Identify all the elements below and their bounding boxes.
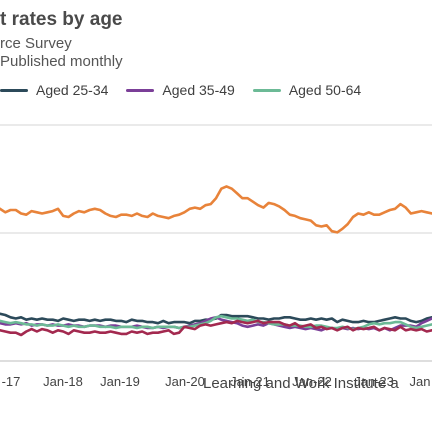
update-note: Published monthly — [0, 53, 123, 70]
x-tick-labels: -17 Jan-18 Jan-19 Jan-20 Jan-21 Jan-22 Jan-23 J… — [2, 374, 431, 389]
chart-subtitle: rce Survey — [0, 35, 72, 52]
legend-label: Aged 25-34 — [36, 82, 109, 98]
legend-swatch — [252, 88, 281, 92]
x-tick-label: -17 — [2, 374, 21, 389]
legend-label: Aged 35-49 — [162, 82, 235, 98]
x-tick-label: Jan-19 — [100, 374, 140, 389]
source-credit: Learning and Work Institute a — [203, 375, 399, 392]
chart-title: t rates by age — [0, 9, 123, 30]
legend-item-aged-25-34: Aged 25-34 — [0, 82, 108, 98]
x-tick-label: Jan-23 — [354, 374, 394, 389]
x-tick-label: Jan-18 — [43, 374, 83, 389]
legend-swatch — [126, 88, 155, 92]
x-tick-label: Jan — [410, 374, 431, 389]
legend-item-aged-35-49: Aged 35-49 — [126, 82, 235, 98]
series-layer — [0, 185, 432, 337]
legend-item-aged-50-64: Aged 50-64 — [252, 82, 362, 98]
legend-swatch — [0, 88, 28, 92]
series-line-0 — [0, 185, 432, 234]
chart-grid — [0, 124, 432, 362]
legend-label: Aged 50-64 — [288, 82, 362, 98]
chart-legend: Aged 25-34 Aged 35-49 Aged 50-64 — [0, 81, 361, 99]
x-tick-label: Jan-20 — [165, 374, 205, 389]
x-tick-label: Jan-21 — [230, 374, 270, 389]
series-line-4 — [0, 319, 432, 337]
x-tick-label: Jan-22 — [292, 374, 332, 389]
